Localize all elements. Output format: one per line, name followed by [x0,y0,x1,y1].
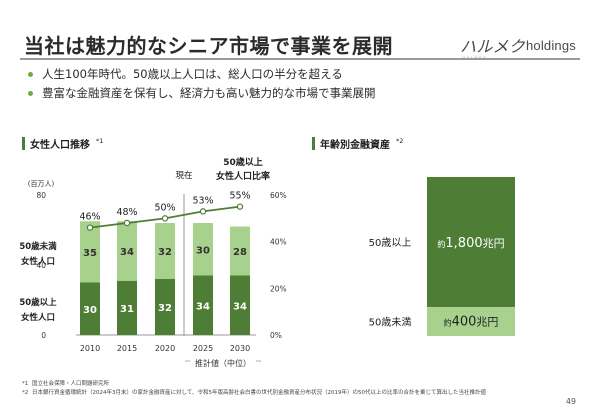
bar-value-label-under-50: 32 [158,247,172,258]
bar-value-label-50-plus: 31 [120,304,134,315]
asset-value-label-50-plus: 約1,800兆円 [437,236,504,251]
logo-subtext: HALMEK [462,55,487,60]
population-chart-heading: 女性人口推移 *1 [22,137,104,151]
ratio-label: 46% [79,212,100,223]
current-label: 現在 [175,170,192,181]
asset-category-under-50: 50歳未満 [369,317,412,329]
y-axis-tick: 40 [36,261,46,270]
bar-50-plus [117,280,137,335]
bullet-item: 人生100年時代。50歳以上人口は、総人口の半分を超える [28,65,376,84]
footnote-mark: *1 [22,381,29,387]
y-axis-tick: 80 [36,191,46,200]
y2-axis-tick: 60% [270,191,287,200]
bar-value-label-50-plus: 34 [196,301,210,312]
projection-label: 推計値（中位） [195,358,251,368]
page-number: 49 [565,397,576,406]
x-axis-tick: 2015 [117,344,137,353]
y2-axis-tick: 20% [270,284,287,293]
page-title: 当社は魅力的なシニア市場で事業を展開 [24,34,393,58]
footnote-text: 国立社会保障・人口問題研究所 [32,381,110,387]
y-axis-unit: (百万人) [28,180,55,188]
bar-value-label-under-50: 30 [196,245,210,256]
ratio-marker [161,215,169,222]
footnotes: *1 国立社会保障・人口問題研究所 *2 日本銀行資金循環統計（2024年3月末）の… [22,380,486,398]
bar-under-50 [230,226,250,276]
footnote: *2 日本銀行資金循環統計（2024年3月末）の家計金融資産に対して、令和5年版高… [22,389,486,398]
x-axis-tick: 2010 [80,344,100,353]
assets-chart-title: 年齢別金融資産 [320,140,390,151]
population-chart-title: 女性人口推移 [30,140,90,151]
logo-mark: ハルメク [460,39,525,56]
bar-value-label-50-plus: 32 [158,303,172,314]
bar-under-50 [80,221,100,283]
bar-value-label-50-plus: 30 [83,305,97,316]
ratio-marker [199,208,207,215]
ratio-label: 53% [192,195,213,206]
logo-word: holdings [525,37,576,53]
ratio-label: 48% [116,207,137,218]
bar-50-plus [193,275,213,335]
bullet-dot-icon [28,91,33,96]
bar-under-50 [193,223,213,276]
ratio-marker [123,219,131,227]
asset-label-value: 1,800 [445,236,482,251]
asset-bar-under-50 [427,307,515,336]
ratio-title-line2: 女性人口比率 [216,170,270,182]
bar-value-label-under-50: 34 [120,247,134,258]
asset-value-label-under-50: 約400兆円 [444,315,499,330]
over-50-legend-line2: 女性人口 [21,312,55,323]
ratio-line [89,205,241,229]
y-axis-tick: 0 [41,331,46,340]
bullet-item: 豊富な金融資産を保有し、経済力も高い魅力的な市場で事業展開 [28,84,376,103]
footnote-text: 日本銀行資金循環統計（2024年3月末）の家計金融資産に対して、令和5年版高齢社… [32,390,487,396]
ratio-marker [236,203,244,210]
y2-axis-tick: 0% [270,331,282,340]
footnote: *1 国立社会保障・人口問題研究所 [22,380,486,389]
bullet-text: 人生100年時代。50歳以上人口は、総人口の半分を超える [42,67,343,81]
company-logo: ハルメク holdings HALMEK [460,33,576,61]
bar-50-plus [155,279,175,335]
asset-bar-50-plus [427,177,515,308]
bar-under-50 [155,223,175,279]
x-axis-tick: 2030 [230,344,250,353]
asset-label-prefix: 約 [437,239,445,249]
asset-category-50-plus: 50歳以上 [369,237,412,249]
assets-chart-note: *2 [396,137,404,145]
x-axis-tick: 2025 [193,344,213,353]
bar-value-label-50-plus: 34 [233,301,247,312]
ratio-label: 50% [154,202,175,213]
footnote-mark: *2 [22,390,29,396]
asset-label-value: 400 [452,315,477,330]
asset-label-unit: 兆円 [476,316,498,329]
bar-under-50 [117,221,137,281]
under-50-legend-line1: 50歳未満 [19,241,57,252]
population-chart-note: *1 [96,137,104,145]
y2-axis-tick: 40% [270,238,287,247]
asset-label-unit: 兆円 [483,237,505,250]
heading-accent-bar [312,137,315,150]
bar-50-plus [230,275,250,335]
asset-label-prefix: 約 [444,318,452,328]
bullet-text: 豊富な金融資産を保有し、経済力も高い魅力的な市場で事業展開 [42,86,376,100]
ratio-title-line1: 50歳以上 [223,156,263,168]
ratio-label: 55% [229,191,250,202]
bar-value-label-under-50: 35 [83,248,97,259]
under-50-legend-line2: 女性人口 [21,256,55,267]
ratio-marker [86,224,94,231]
bar-value-label-under-50: 28 [233,247,247,258]
bullet-list: 人生100年時代。50歳以上人口は、総人口の半分を超える 豊富な金融資産を保有し… [28,65,376,103]
bar-50-plus [80,282,100,335]
assets-chart-heading: 年齢別金融資産 *2 [312,137,404,151]
title-divider [20,58,580,60]
bullet-dot-icon [28,72,33,77]
x-axis-tick: 2020 [155,344,175,353]
over-50-legend-line1: 50歳以上 [19,297,57,308]
heading-accent-bar [22,137,25,150]
